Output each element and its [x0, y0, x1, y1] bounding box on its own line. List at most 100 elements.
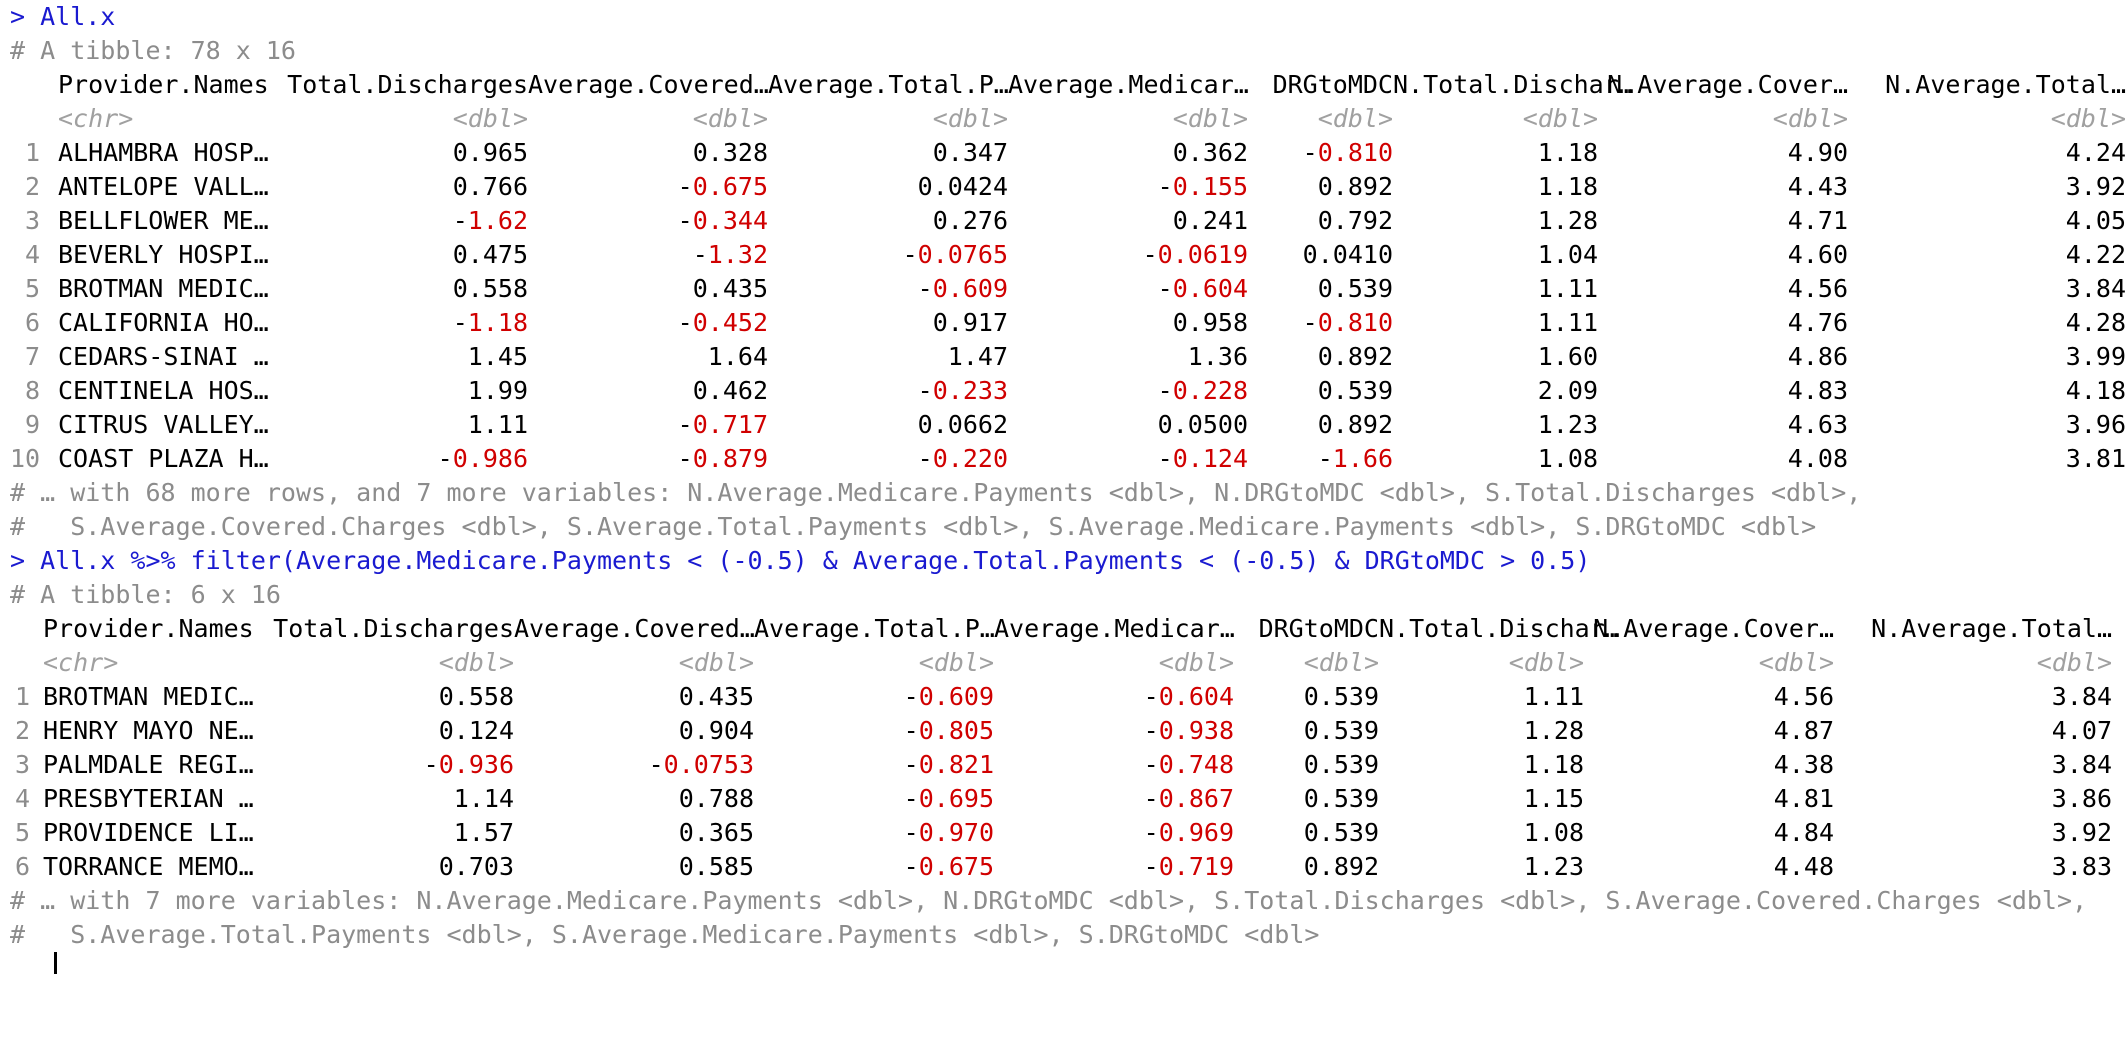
value-cell: 0.462: [692, 376, 768, 405]
value-cell: 0.585: [678, 852, 754, 881]
value-cell: 1.15: [1523, 784, 1584, 813]
value-cell: 3.96: [2065, 410, 2126, 439]
table-row: 2 HENRY MAYO NE… 0.124 0.904 -0.805 -0.938 0.5…: [10, 714, 2126, 748]
row-number: 3: [24, 206, 40, 235]
r-console[interactable]: > All.x # A tibble: 78 x 16 Provider.Nam…: [0, 0, 2126, 974]
tibble-1-column-headers: Provider.Names Total.Discharges Average.Co…: [10, 68, 2126, 102]
value-cell: -0.867: [1143, 784, 1234, 813]
row-number: 5: [14, 818, 30, 847]
value-cell: 0.539: [1303, 784, 1379, 813]
column-type: <dbl>: [1158, 648, 1234, 677]
column-header: N.Average.Total…: [1871, 614, 2112, 643]
value-cell: 0.558: [438, 682, 514, 711]
command-line-1: > All.x: [10, 2, 116, 31]
value-cell: 1.04: [1537, 240, 1598, 269]
value-cell: -1.62: [452, 206, 528, 235]
value-cell: 0.435: [678, 682, 754, 711]
column-type: <chr>: [43, 648, 119, 677]
value-cell: 1.57: [453, 818, 514, 847]
value-cell: 0.892: [1317, 172, 1393, 201]
row-number: 8: [24, 376, 40, 405]
column-type: <dbl>: [2050, 104, 2126, 133]
table-row: 6 CALIFORNIA HO… -1.18 -0.452 0.917 0.958 -0.8…: [10, 306, 2126, 340]
provider-name-cell: ANTELOPE VALL…: [58, 172, 269, 201]
row-number: 3: [14, 750, 30, 779]
value-cell: 4.48: [1773, 852, 1834, 881]
value-cell: 4.28: [2065, 308, 2126, 337]
tibble-1-column-types: <chr> <dbl> <dbl> <dbl> <dbl> <dbl> <dbl> <dbl>…: [10, 102, 2126, 136]
column-header: Average.Covered…: [528, 70, 769, 99]
prompt-line[interactable]: [10, 952, 2126, 986]
value-cell: -0.604: [1157, 274, 1248, 303]
provider-name-cell: COAST PLAZA H…: [58, 444, 269, 473]
tibble-2-footer-line-2: # S.Average.Total.Payments <dbl>, S.Aver…: [10, 920, 1320, 949]
value-cell: 0.328: [692, 138, 768, 167]
command-line-2: > All.x %>% filter(Average.Medicare.Paym…: [10, 546, 1591, 575]
value-cell: -0.0619: [1142, 240, 1248, 269]
text-cursor: [54, 952, 57, 974]
value-cell: 4.22: [2065, 240, 2126, 269]
value-cell: -0.810: [1302, 308, 1393, 337]
value-cell: 0.788: [678, 784, 754, 813]
provider-name-cell: CENTINELA HOS…: [58, 376, 269, 405]
row-number: 1: [14, 682, 30, 711]
value-cell: 3.92: [2051, 818, 2112, 847]
value-cell: 0.539: [1303, 818, 1379, 847]
value-cell: 0.365: [678, 818, 754, 847]
value-cell: 4.24: [2065, 138, 2126, 167]
column-header: Average.Medicar…: [994, 614, 1235, 643]
value-cell: 4.05: [2065, 206, 2126, 235]
value-cell: 3.84: [2065, 274, 2126, 303]
column-type: <dbl>: [918, 648, 994, 677]
column-type: <dbl>: [438, 648, 514, 677]
table-row: 8 CENTINELA HOS… 1.99 0.462 -0.233 -0.228 0.53…: [10, 374, 2126, 408]
value-cell: 0.558: [452, 274, 528, 303]
value-cell: 1.45: [467, 342, 528, 371]
value-cell: 1.18: [1537, 138, 1598, 167]
provider-name-cell: BEVERLY HOSPI…: [58, 240, 269, 269]
column-header: Provider.Names: [58, 70, 269, 99]
value-cell: -0.675: [903, 852, 994, 881]
provider-name-cell: CEDARS-SINAI …: [58, 342, 269, 371]
value-cell: -0.986: [437, 444, 528, 473]
provider-name-cell: BROTMAN MEDIC…: [43, 682, 254, 711]
value-cell: 2.09: [1537, 376, 1598, 405]
column-type: <dbl>: [1772, 104, 1848, 133]
value-cell: -0.124: [1157, 444, 1248, 473]
tibble-2-column-types: <chr> <dbl> <dbl> <dbl> <dbl> <dbl> <dbl> <dbl>…: [10, 646, 2126, 680]
value-cell: -0.719: [1143, 852, 1234, 881]
provider-name-cell: BROTMAN MEDIC…: [58, 274, 269, 303]
value-cell: 0.0424: [917, 172, 1008, 201]
column-header: Total.Discharges: [273, 614, 514, 643]
tibble-1-footer-line-2: # S.Average.Covered.Charges <dbl>, S.Ave…: [10, 512, 1817, 541]
value-cell: 1.28: [1523, 716, 1584, 745]
column-header: Average.Covered…: [514, 614, 755, 643]
column-header: DRGtoMDC: [1272, 70, 1393, 99]
value-cell: 1.11: [1537, 274, 1598, 303]
table-row: 6 TORRANCE MEMO… 0.703 0.585 -0.675 -0.719 0.8…: [10, 850, 2126, 884]
value-cell: -0.609: [903, 682, 994, 711]
value-cell: 4.76: [1787, 308, 1848, 337]
provider-name-cell: CITRUS VALLEY…: [58, 410, 269, 439]
value-cell: 4.87: [1773, 716, 1834, 745]
column-type: <dbl>: [1303, 648, 1379, 677]
value-cell: 4.07: [2051, 716, 2112, 745]
value-cell: 0.766: [452, 172, 528, 201]
table-row: 5 BROTMAN MEDIC… 0.558 0.435 -0.609 -0.604 0.5…: [10, 272, 2126, 306]
value-cell: 0.362: [1172, 138, 1248, 167]
value-cell: -0.609: [917, 274, 1008, 303]
value-cell: 3.84: [2051, 750, 2112, 779]
value-cell: 1.08: [1523, 818, 1584, 847]
column-header: N.Total.Dischar…: [1393, 70, 1634, 99]
tibble-2-header: # A tibble: 6 x 16: [10, 580, 281, 609]
value-cell: 1.08: [1537, 444, 1598, 473]
value-cell: -0.695: [903, 784, 994, 813]
value-cell: 0.958: [1172, 308, 1248, 337]
value-cell: 4.63: [1787, 410, 1848, 439]
value-cell: 0.539: [1303, 716, 1379, 745]
value-cell: 1.11: [1537, 308, 1598, 337]
tibble-2-column-headers: Provider.Names Total.Discharges Average.Co…: [10, 612, 2126, 646]
value-cell: 0.703: [438, 852, 514, 881]
table-row: 4 BEVERLY HOSPI… 0.475 -1.32 -0.0765 -0.0619 0…: [10, 238, 2126, 272]
value-cell: 0.892: [1317, 342, 1393, 371]
